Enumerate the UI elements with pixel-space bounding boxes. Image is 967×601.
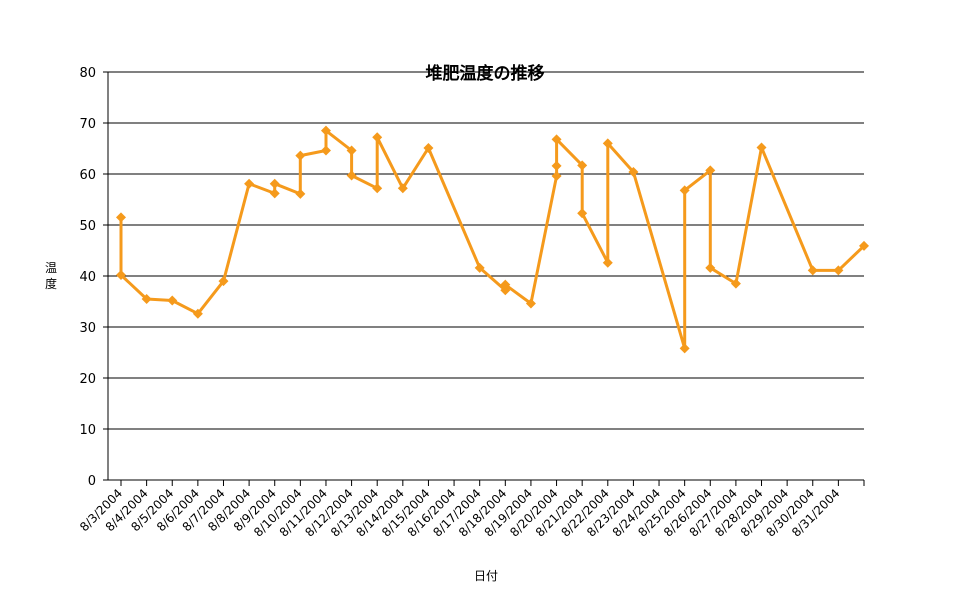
data-point-marker <box>833 265 844 276</box>
data-point-marker <box>192 308 203 319</box>
data-point-marker <box>372 132 383 143</box>
data-point-marker <box>269 188 280 199</box>
data-point-marker <box>269 178 280 189</box>
data-point-marker <box>602 257 613 268</box>
data-point-marker <box>859 240 869 251</box>
y-axis-label-char: 度 <box>45 276 57 291</box>
data-point-marker <box>730 278 741 289</box>
data-point-marker <box>218 276 229 287</box>
data-point-marker <box>474 262 485 273</box>
data-point-marker <box>756 142 767 153</box>
data-point-marker <box>320 145 331 156</box>
y-tick-label: 0 <box>88 474 96 489</box>
data-point-marker <box>116 212 126 223</box>
data-point-marker <box>320 125 331 136</box>
data-point-marker <box>397 183 408 194</box>
data-point-marker <box>423 142 434 153</box>
data-point-marker <box>679 185 690 196</box>
y-tick-label: 30 <box>79 321 96 336</box>
chart-title: 堆肥温度の推移 <box>426 63 545 84</box>
data-point-marker <box>551 134 562 145</box>
data-point-marker <box>577 208 588 219</box>
data-point-marker <box>705 165 716 176</box>
data-point-marker <box>807 265 818 276</box>
data-point-marker <box>295 188 306 199</box>
gridlines <box>108 71 864 430</box>
y-axis-label: 温度 <box>45 261 57 291</box>
data-point-marker <box>500 279 511 290</box>
data-point-marker <box>141 293 152 304</box>
y-tick-label: 80 <box>79 66 96 81</box>
y-tick-label: 40 <box>79 270 96 285</box>
data-point-marker <box>679 343 690 354</box>
x-tick-labels: 8/3/20048/4/20048/5/20048/6/20048/7/2004… <box>77 486 842 539</box>
data-point-marker <box>500 285 511 296</box>
data-point-marker <box>346 170 357 181</box>
data-point-marker <box>602 138 613 149</box>
data-point-marker <box>577 160 588 171</box>
data-point-marker <box>372 183 383 194</box>
series-line <box>119 129 866 350</box>
data-point-marker <box>628 166 639 177</box>
y-tick-label: 60 <box>79 168 96 183</box>
data-point-marker <box>346 145 357 156</box>
x-axis-label: 日付 <box>474 569 498 583</box>
data-point-marker <box>551 160 562 171</box>
data-point-marker <box>167 295 178 306</box>
data-point-marker <box>525 298 536 309</box>
y-tick-label: 50 <box>79 219 96 234</box>
data-point-marker <box>295 150 306 161</box>
y-tick-label: 70 <box>79 117 96 132</box>
data-point-marker <box>116 269 126 280</box>
y-tick-labels: 0 10 20 30 40 50 60 70 80 <box>79 66 96 489</box>
y-tick-label: 20 <box>79 372 96 387</box>
axes <box>103 71 865 486</box>
data-point-marker <box>551 171 562 182</box>
y-axis-label-char: 温 <box>45 261 57 275</box>
data-point-marker <box>244 178 255 189</box>
series-temperature <box>116 125 869 354</box>
y-tick-label: 10 <box>79 423 96 438</box>
data-point-marker <box>705 262 716 273</box>
